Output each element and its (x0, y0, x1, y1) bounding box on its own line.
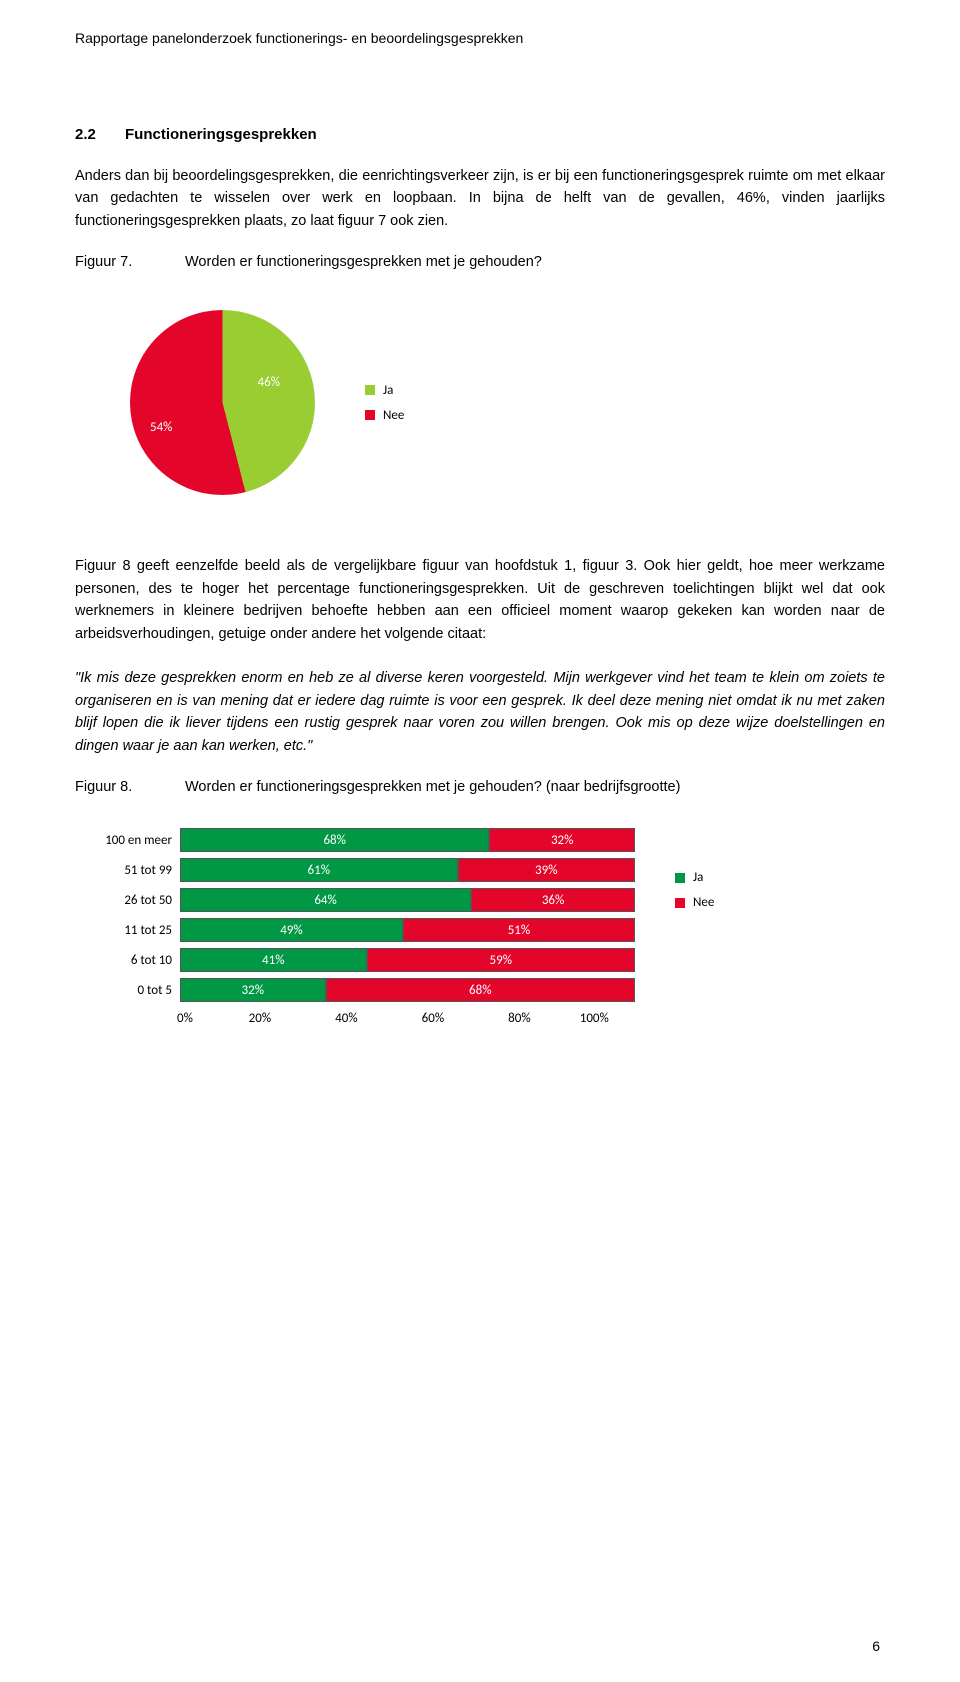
pie-chart: 46% 54% (130, 310, 315, 495)
bar-legend-item-nee: Nee (675, 895, 714, 910)
bar-row: 100 en meer68%32% (75, 825, 635, 855)
bar-legend: Ja Nee (675, 870, 714, 910)
report-header: Rapportage panelonderzoek functionerings… (75, 30, 885, 46)
x-axis-tick: 40% (335, 1011, 357, 1026)
bar-segment: 41% (180, 948, 367, 972)
x-axis-tick: 0% (177, 1011, 193, 1026)
bar-segment: 64% (180, 888, 471, 912)
figure-8-label: Figuur 8. (75, 779, 185, 795)
legend-label-ja: Ja (383, 383, 393, 398)
bar-row: 11 tot 2549%51% (75, 915, 635, 945)
legend-label-nee: Nee (383, 408, 404, 423)
x-axis: 0% 20% 40% 60% 80% 100% (75, 1011, 635, 1026)
bar-segment: 61% (180, 858, 458, 882)
bar-segment: 32% (180, 978, 326, 1002)
bar-category-label: 0 tot 5 (75, 983, 180, 998)
pie-chart-figure-7: 46% 54% Ja Nee (130, 310, 885, 495)
section-number: 2.2 (75, 126, 125, 143)
bar-category-label: 51 tot 99 (75, 863, 180, 878)
bar-legend-swatch-ja (675, 873, 685, 883)
bar-category-label: 11 tot 25 (75, 923, 180, 938)
bar-chart: 100 en meer68%32%51 tot 9961%39%26 tot 5… (75, 825, 635, 1026)
bar-rows: 100 en meer68%32%51 tot 9961%39%26 tot 5… (75, 825, 635, 1005)
bar-row: 51 tot 9961%39% (75, 855, 635, 885)
pie-slice-label-ja: 46% (258, 375, 280, 390)
bar-segment: 36% (471, 888, 635, 912)
bar-segment: 59% (367, 948, 635, 972)
bar-chart-figure-8: 100 en meer68%32%51 tot 9961%39%26 tot 5… (75, 825, 885, 1026)
x-axis-tick: 100% (580, 1011, 609, 1026)
bar-segment: 68% (326, 978, 635, 1002)
pie-slice-label-nee: 54% (150, 420, 172, 435)
bar-segment: 49% (180, 918, 403, 942)
bar-segment: 32% (489, 828, 635, 852)
bar-legend-label-nee: Nee (693, 895, 714, 910)
bar-track: 41%59% (180, 948, 635, 972)
bar-legend-swatch-nee (675, 898, 685, 908)
legend-swatch-ja (365, 385, 375, 395)
bar-legend-item-ja: Ja (675, 870, 714, 885)
bar-track: 68%32% (180, 828, 635, 852)
bar-segment: 51% (403, 918, 635, 942)
paragraph-1: Anders dan bij beoordelingsgesprekken, d… (75, 165, 885, 232)
bar-track: 32%68% (180, 978, 635, 1002)
figure-7-caption: Figuur 7.Worden er functioneringsgesprek… (75, 254, 885, 270)
quote-block: "Ik mis deze gesprekken enorm en heb ze … (75, 667, 885, 757)
section-heading: 2.2Functioneringsgesprekken (75, 126, 885, 143)
legend-item-ja: Ja (365, 383, 404, 398)
bar-category-label: 100 en meer (75, 833, 180, 848)
bar-track: 49%51% (180, 918, 635, 942)
legend-swatch-nee (365, 410, 375, 420)
section-title: Functioneringsgesprekken (125, 126, 317, 143)
pie-legend: Ja Nee (365, 383, 404, 423)
x-axis-tick: 80% (508, 1011, 530, 1026)
x-axis-tick: 60% (422, 1011, 444, 1026)
bar-row: 6 tot 1041%59% (75, 945, 635, 975)
x-axis-ticks: 0% 20% 40% 60% 80% 100% (180, 1011, 635, 1026)
figure-8-text: Worden er functioneringsgesprekken met j… (185, 779, 680, 795)
page-number: 6 (872, 1638, 880, 1654)
figure-7-label: Figuur 7. (75, 254, 185, 270)
bar-segment: 68% (180, 828, 489, 852)
bar-category-label: 26 tot 50 (75, 893, 180, 908)
figure-7-text: Worden er functioneringsgesprekken met j… (185, 254, 542, 270)
x-axis-tick: 20% (249, 1011, 271, 1026)
bar-category-label: 6 tot 10 (75, 953, 180, 968)
paragraph-2: Figuur 8 geeft eenzelfde beeld als de ve… (75, 555, 885, 645)
bar-row: 0 tot 532%68% (75, 975, 635, 1005)
bar-track: 61%39% (180, 858, 635, 882)
bar-legend-label-ja: Ja (693, 870, 703, 885)
bar-row: 26 tot 5064%36% (75, 885, 635, 915)
bar-segment: 39% (458, 858, 635, 882)
figure-8-caption: Figuur 8.Worden er functioneringsgesprek… (75, 779, 885, 795)
bar-track: 64%36% (180, 888, 635, 912)
legend-item-nee: Nee (365, 408, 404, 423)
